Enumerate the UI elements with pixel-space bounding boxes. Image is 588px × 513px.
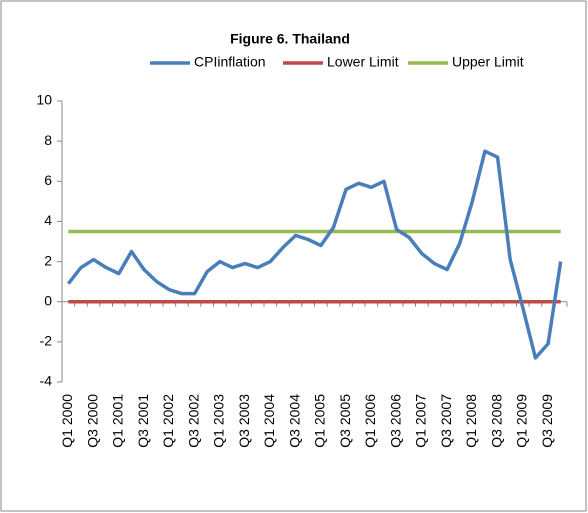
x-tick-label: Q3 2009 — [539, 394, 555, 448]
x-tick-label: Q1 2008 — [463, 394, 479, 448]
y-tick-label: -2 — [40, 333, 53, 349]
x-tick-label: Q1 2000 — [59, 394, 75, 448]
x-tick-label: Q3 2001 — [135, 394, 151, 448]
x-tick-label: Q1 2007 — [413, 394, 429, 448]
x-tick-label: Q1 2002 — [160, 394, 176, 448]
chart-title: Figure 6. Thailand — [230, 31, 350, 47]
x-tick-label: Q3 2007 — [438, 394, 454, 448]
y-tick-label: 8 — [44, 132, 52, 148]
legend-label: Lower Limit — [327, 54, 399, 70]
data-line — [66, 149, 563, 360]
x-tick-label: Q3 2006 — [387, 394, 403, 448]
x-tick-label: Q3 2005 — [337, 394, 353, 448]
legend-label: CPIinflation — [194, 54, 266, 70]
y-tick-label: -4 — [40, 373, 53, 389]
y-tick-label: 10 — [36, 92, 52, 108]
x-tick-label: Q3 2000 — [84, 394, 100, 448]
x-tick-label: Q1 2003 — [211, 394, 227, 448]
y-tick-label: 4 — [44, 212, 52, 228]
x-tick-label: Q1 2005 — [312, 394, 328, 448]
legend-label: Upper Limit — [452, 54, 524, 70]
x-tick-label: Q3 2002 — [185, 394, 201, 448]
x-tick-label: Q1 2001 — [110, 394, 126, 448]
x-tick-label: Q1 2004 — [261, 394, 277, 448]
x-tick-label: Q1 2009 — [514, 394, 530, 448]
x-tick-label: Q3 2003 — [236, 394, 252, 448]
y-tick-label: 2 — [44, 252, 52, 268]
x-tick-label: Q3 2004 — [286, 394, 302, 448]
x-tick-label: Q3 2008 — [488, 394, 504, 448]
y-tick-label: 6 — [44, 172, 52, 188]
x-tick-label: Q1 2006 — [362, 394, 378, 448]
y-tick-label: 0 — [44, 292, 52, 308]
